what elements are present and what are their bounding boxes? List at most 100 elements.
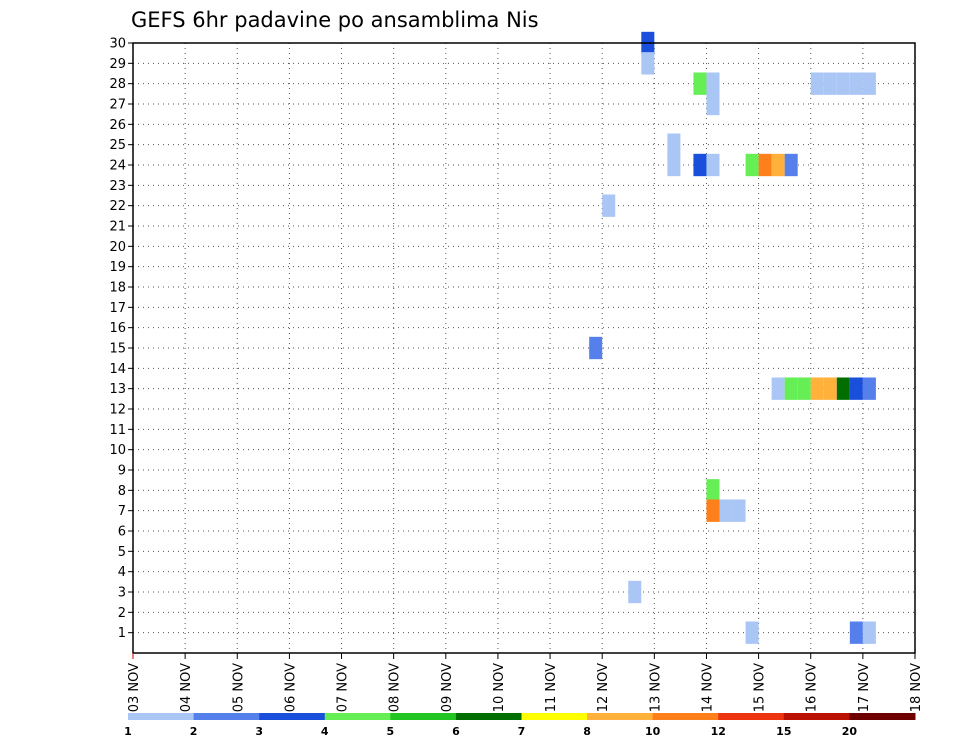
- legend-swatch: [193, 713, 260, 720]
- x-tick-label: 09 NOV: [440, 663, 455, 712]
- precip-cell: [667, 133, 681, 156]
- precip-cell: [784, 377, 798, 400]
- legend-swatch: [783, 713, 850, 720]
- precip-cell: [784, 153, 798, 177]
- legend-label: 2: [190, 725, 198, 738]
- y-tick-label: 5: [118, 545, 126, 560]
- x-tick-label: 04 NOV: [179, 663, 194, 712]
- color-legend: 1 2 3 4 5 6 7 8 10 12 15 20: [124, 713, 916, 738]
- y-tick-label: 15: [109, 342, 126, 357]
- x-tick-label: 17 NOV: [857, 663, 872, 712]
- y-tick-label: 24: [109, 159, 126, 174]
- y-tick-label: 11: [109, 423, 126, 438]
- y-tick-label: 23: [109, 179, 126, 194]
- y-tick-label: 29: [109, 57, 126, 72]
- y-tick-label: 9: [118, 464, 126, 479]
- precip-cell: [719, 499, 733, 522]
- legend-label: 10: [645, 725, 661, 738]
- x-tick-label: 07 NOV: [336, 663, 351, 712]
- x-tick-label: 14 NOV: [700, 663, 715, 712]
- legend-swatch: [521, 713, 588, 720]
- precip-cell: [862, 72, 876, 95]
- precip-cell: [810, 72, 824, 95]
- y-tick-label: 16: [109, 321, 126, 336]
- x-tick-label: 16 NOV: [805, 663, 820, 712]
- precip-cell: [589, 336, 603, 360]
- precip-cell: [745, 621, 759, 644]
- x-tick-label: 11 NOV: [544, 663, 559, 712]
- precip-cell: [641, 52, 655, 75]
- y-tick-label: 12: [109, 403, 126, 418]
- precip-cell: [862, 621, 876, 644]
- x-tick-label: 03 NOV: [127, 663, 142, 712]
- precip-cell: [862, 377, 876, 400]
- x-tick-label: 10 NOV: [492, 663, 507, 712]
- legend-label: 6: [452, 725, 460, 738]
- gridlines: [133, 43, 915, 653]
- y-tick-label: 17: [109, 301, 126, 316]
- y-tick-label: 25: [109, 138, 126, 153]
- y-tick-label: 28: [109, 77, 126, 92]
- x-tick-label: 08 NOV: [388, 663, 403, 712]
- precip-cell: [667, 153, 681, 177]
- y-tick-label: 18: [109, 281, 126, 296]
- y-tick-label: 20: [109, 240, 126, 255]
- precip-cell: [706, 92, 720, 116]
- y-axis: 1234567891011121314151617181920212223242…: [109, 37, 133, 641]
- precip-cell: [693, 153, 707, 177]
- precip-cell: [745, 153, 759, 177]
- legend-label: 8: [583, 725, 591, 738]
- y-tick-label: 10: [109, 443, 126, 458]
- legend-swatch: [652, 713, 719, 720]
- precip-cell: [849, 621, 863, 644]
- precip-cell: [823, 377, 837, 400]
- x-tick-label: 15 NOV: [753, 663, 768, 712]
- precip-cell: [628, 580, 642, 604]
- x-tick-label: 05 NOV: [231, 663, 246, 712]
- legend-swatch: [390, 713, 457, 720]
- y-tick-label: 8: [118, 484, 126, 499]
- precip-cell: [849, 72, 863, 95]
- y-tick-label: 13: [109, 382, 126, 397]
- legend-swatch: [128, 713, 195, 720]
- y-tick-label: 19: [109, 260, 126, 275]
- y-tick-label: 7: [118, 504, 126, 519]
- legend-label: 20: [842, 725, 858, 738]
- legend-swatch: [587, 713, 654, 720]
- precip-cell: [602, 194, 616, 217]
- precip-cells: [589, 31, 876, 644]
- x-tick-label: 18 NOV: [909, 663, 924, 712]
- precip-cell: [758, 153, 772, 177]
- precip-cell: [732, 499, 746, 522]
- y-tick-label: 3: [118, 586, 126, 601]
- precip-cell: [823, 72, 837, 95]
- precip-cell: [771, 153, 785, 177]
- legend-label: 3: [255, 725, 263, 738]
- precip-cell: [836, 72, 850, 95]
- legend-label: 4: [321, 725, 329, 738]
- y-tick-label: 21: [109, 220, 126, 235]
- legend-label: 15: [776, 725, 791, 738]
- legend-label: 1: [124, 725, 132, 738]
- legend-swatch: [849, 713, 916, 720]
- precip-cell: [771, 377, 785, 400]
- legend-swatch: [259, 713, 326, 720]
- x-tick-label: 06 NOV: [283, 663, 298, 712]
- legend-swatch: [324, 713, 391, 720]
- legend-swatch: [718, 713, 785, 720]
- x-axis: 03 NOV 04 NOV 05 NOV 06 NOV 07 NOV 08 NOV 09 N…: [127, 653, 924, 712]
- chart-title: GEFS 6hr padavine po ansamblima Nis: [131, 8, 539, 32]
- y-tick-label: 4: [118, 565, 126, 580]
- y-tick-label: 6: [118, 525, 126, 540]
- legend-label: 5: [387, 725, 395, 738]
- y-tick-label: 22: [109, 199, 126, 214]
- y-tick-label: 14: [109, 362, 126, 377]
- y-tick-label: 27: [109, 98, 126, 113]
- precip-cell: [706, 499, 720, 522]
- precip-cell: [849, 377, 863, 400]
- precip-cell: [706, 153, 720, 177]
- y-tick-label: 26: [109, 118, 126, 133]
- y-tick-label: 1: [118, 626, 126, 641]
- y-tick-label: 30: [109, 37, 126, 52]
